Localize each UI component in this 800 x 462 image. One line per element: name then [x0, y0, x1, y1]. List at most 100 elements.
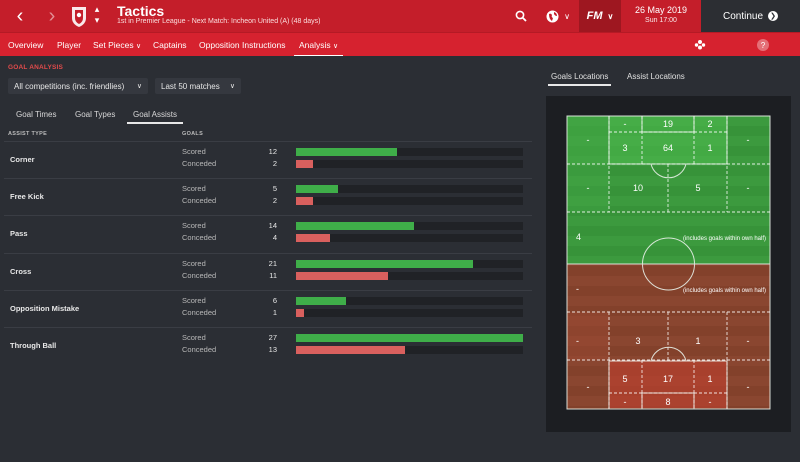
globe-icon [546, 10, 559, 22]
continue-button[interactable]: Continue ❯ [701, 0, 800, 32]
date-display[interactable]: 26 May 2019 Sun 17:00 [621, 0, 701, 32]
chevron-down-icon: ∨ [564, 11, 570, 21]
current-date: 26 May 2019 [634, 5, 688, 15]
club-switch-arrows[interactable]: ▴ ▾ [94, 4, 100, 25]
zone-att-half[interactable]: 4 [576, 232, 581, 242]
zone-def-box-low-left[interactable]: - [624, 397, 627, 407]
conceded-count: 13 [268, 345, 277, 354]
scored-label: Scored [182, 333, 206, 342]
zone-att-mid-wide-left[interactable]: - [587, 183, 590, 193]
fm-logo: FM [586, 10, 603, 22]
tab-captains[interactable]: Captains [153, 40, 187, 50]
conceded-count: 2 [272, 159, 277, 168]
zone-att-mid-wide-right[interactable]: - [747, 183, 750, 193]
forward-button[interactable]: › [36, 0, 68, 32]
scored-bar [296, 259, 473, 268]
scored-bar [296, 296, 347, 305]
assist-type-name: Free Kick [10, 192, 44, 202]
zone-att-wide-left[interactable]: - [587, 135, 590, 145]
back-button[interactable]: ‹ [4, 0, 36, 32]
staff-button[interactable] [692, 33, 708, 57]
scored-track [296, 296, 523, 305]
assist-type-name: Cross [10, 266, 32, 276]
zone-att-six-yard[interactable]: 19 [663, 119, 673, 129]
row-divider [4, 252, 532, 254]
assist-row: Opposition Mistake Scored Conceded 6 1 [4, 290, 532, 327]
conceded-bar [296, 160, 313, 168]
zone-def-box-low-right[interactable]: - [709, 397, 712, 407]
scored-label: Scored [182, 258, 206, 268]
club-crest-icon[interactable] [70, 4, 88, 28]
matches-dropdown[interactable]: Last 50 matches ∨ [155, 78, 241, 94]
zone-att-box-mid-left[interactable]: 3 [622, 143, 627, 153]
zone-att-box-right[interactable]: 2 [707, 119, 712, 129]
assist-type-name: Pass [10, 229, 28, 239]
subtab-goal-assists[interactable]: Goal Assists [126, 110, 184, 124]
zone-att-box-centre[interactable]: 64 [663, 143, 673, 153]
zone-def-mid-wide-left[interactable]: - [576, 336, 579, 346]
zone-att-mid-right[interactable]: 5 [695, 183, 700, 193]
subtab-goal-types[interactable]: Goal Types [75, 110, 116, 119]
conceded-track [296, 308, 523, 317]
conceded-track [296, 197, 523, 206]
zone-def-mid-right[interactable]: 1 [695, 336, 700, 346]
locations-panel: Goals Locations Assist Locations [537, 56, 800, 462]
zone-def-mid-left[interactable]: 3 [635, 336, 640, 346]
tab-set-pieces-label: Set Pieces [93, 40, 134, 50]
row-divider [4, 141, 532, 142]
chevron-down-icon: ∨ [136, 43, 142, 50]
continue-label: Continue [722, 10, 764, 22]
tab-goals-locations[interactable]: Goals Locations [547, 72, 612, 86]
zone-att-wide-right[interactable]: - [747, 135, 750, 145]
zone-def-box-left[interactable]: 5 [622, 374, 627, 384]
scored-label: Scored [182, 221, 206, 231]
conceded-label: Conceded [182, 196, 217, 206]
scored-count: 5 [272, 184, 277, 194]
conceded-label: Conceded [182, 270, 217, 280]
chevron-right-icon: › [48, 4, 56, 27]
tab-assist-locations[interactable]: Assist Locations [627, 72, 685, 81]
scored-count: 12 [268, 147, 277, 156]
competition-dropdown[interactable]: All competitions (inc. friendlies) ∨ [8, 78, 148, 94]
zone-att-box-mid-right[interactable]: 1 [707, 143, 712, 153]
conceded-label: Conceded [182, 345, 217, 354]
scored-bar [296, 222, 414, 231]
tab-player[interactable]: Player [57, 40, 82, 50]
own-half-note-att: (includes goals within own half) [683, 236, 766, 242]
zone-def-mid-wide-right[interactable]: - [747, 336, 750, 346]
goal-location-pitch: - 19 2 3 64 1 - - - 10 5 - 4 - 3 1 - - 5… [566, 115, 771, 410]
goal-analysis-panel: GOAL ANALYSIS All competitions (inc. fri… [0, 56, 537, 462]
scored-count: 14 [268, 221, 277, 231]
help-button[interactable]: ? [757, 39, 769, 51]
subtab-goal-times[interactable]: Goal Times [16, 110, 57, 119]
tab-opposition-instructions[interactable]: Opposition Instructions [199, 40, 286, 50]
page-subtitle: 1st in Premier League - Next Match: Inch… [117, 18, 321, 25]
conceded-track [296, 271, 523, 280]
conceded-label: Conceded [182, 233, 217, 243]
scored-label: Scored [182, 184, 206, 194]
world-menu-button[interactable]: ∨ [540, 0, 576, 32]
tab-set-pieces[interactable]: Set Pieces ∨ [93, 33, 141, 57]
own-half-note-def: (includes goals within own half) [683, 288, 766, 294]
scored-label: Scored [182, 295, 206, 305]
zone-def-wide-left[interactable]: - [587, 382, 590, 392]
section-title: GOAL ANALYSIS [8, 64, 64, 71]
scored-count: 27 [268, 333, 277, 342]
assist-type-name: Through Ball [10, 341, 57, 350]
tab-overview[interactable]: Overview [8, 40, 44, 50]
zone-def-box-centre[interactable]: 17 [663, 374, 673, 384]
tab-analysis[interactable]: Analysis ∨ [293, 33, 344, 57]
fm-menu-button[interactable]: FM ∨ [579, 0, 621, 32]
assist-row: Through Ball Scored Conceded 27 13 [4, 327, 532, 364]
search-button[interactable] [512, 0, 530, 32]
assist-row: Cross Scored Conceded 21 11 [4, 253, 532, 290]
zone-att-mid-left[interactable]: 10 [633, 183, 643, 193]
zone-def-box-right[interactable]: 1 [707, 374, 712, 384]
chevron-down-icon: ∨ [229, 83, 235, 90]
zone-def-half[interactable]: - [576, 284, 579, 294]
zone-def-six-yard[interactable]: 8 [665, 397, 670, 407]
conceded-label: Conceded [182, 307, 217, 317]
conceded-bar [296, 197, 313, 206]
zone-def-wide-right[interactable]: - [747, 382, 750, 392]
zone-att-box-left[interactable]: - [624, 119, 627, 129]
